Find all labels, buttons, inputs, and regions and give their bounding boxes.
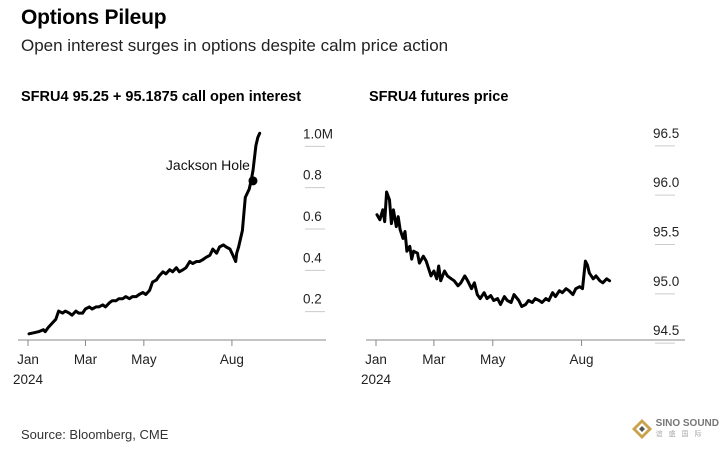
chart-1-title: SFRU4 95.25 + 95.1875 call open interest bbox=[21, 89, 302, 105]
logo-subtext: 谊 盛 国 际 bbox=[655, 431, 704, 438]
oi-y-tick-label: 0.4 bbox=[303, 250, 322, 265]
oi-y-tick-label: 0.8 bbox=[303, 168, 322, 183]
px-y-tick-label: 95.5 bbox=[653, 225, 679, 240]
jackson-hole-annotation: Jackson Hole bbox=[166, 157, 250, 173]
px-x-tick-label: Aug bbox=[570, 352, 594, 367]
px-series-line bbox=[375, 190, 612, 308]
px-x-tick-label: Jan bbox=[365, 352, 387, 367]
oi-x-tick-year-label: 2024 bbox=[13, 372, 44, 387]
px-y-tick-label: 96.0 bbox=[653, 175, 679, 190]
px-y-tick-label: 96.5 bbox=[653, 126, 679, 141]
oi-y-tick-label: 0.6 bbox=[303, 209, 322, 224]
oi-x-tick-label: May bbox=[131, 352, 157, 367]
page-title: Options Pileup bbox=[21, 6, 167, 29]
brand-logo: SINO SOUND 谊 盛 国 际 bbox=[631, 418, 719, 440]
px-y-tick-label: 95.0 bbox=[653, 274, 679, 289]
oi-y-tick-label: 1.0M bbox=[303, 126, 333, 141]
oi-x-tick-label: Aug bbox=[220, 352, 244, 367]
oi-x-tick-label: Jan bbox=[17, 352, 39, 367]
px-x-tick-label: May bbox=[480, 352, 506, 367]
jackson-hole-marker bbox=[248, 176, 258, 186]
chart-2-title: SFRU4 futures price bbox=[369, 89, 509, 105]
px-y-tick-label: 94.5 bbox=[653, 323, 679, 338]
px-x-tick-year-label: 2024 bbox=[361, 372, 392, 387]
logo-mark-icon bbox=[631, 419, 652, 439]
page-subtitle: Open interest surges in options despite … bbox=[21, 36, 449, 55]
oi-y-tick-label: 0.2 bbox=[303, 292, 322, 307]
oi-x-tick-label: Mar bbox=[74, 352, 98, 367]
logo-name: SINO SOUND bbox=[655, 418, 719, 429]
oi-series-line bbox=[27, 131, 262, 336]
px-x-tick-label: Mar bbox=[422, 352, 446, 367]
source-note: Source: Bloomberg, CME bbox=[21, 427, 169, 442]
